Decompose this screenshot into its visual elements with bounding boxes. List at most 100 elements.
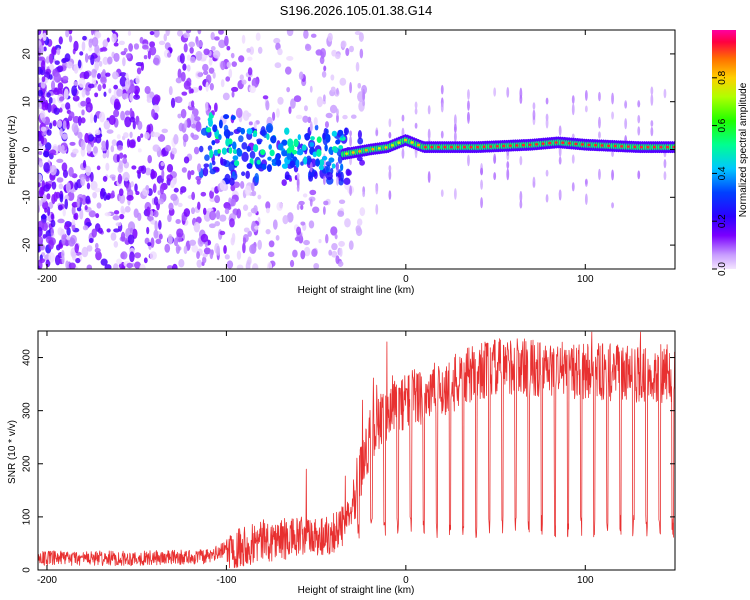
spectrogram-streak bbox=[427, 128, 431, 140]
spectrogram-cell bbox=[167, 52, 172, 58]
spectrogram-cell bbox=[74, 243, 79, 254]
spectrogram-cell bbox=[53, 107, 60, 115]
spectrogram-streak bbox=[296, 172, 300, 180]
spectrogram-cell bbox=[137, 120, 143, 131]
spectrogram-cell bbox=[38, 265, 41, 269]
spectrogram-cell bbox=[196, 251, 200, 259]
spectrogram-cell bbox=[304, 105, 308, 112]
spectrogram-cell bbox=[69, 141, 76, 146]
spectrogram-cell bbox=[86, 264, 93, 269]
spectrogram-streak bbox=[453, 123, 457, 131]
spectrogram-cell bbox=[110, 232, 117, 241]
spectrogram-streak bbox=[611, 92, 614, 105]
spectrogram-cell bbox=[105, 162, 110, 171]
spectrogram-cell bbox=[223, 129, 229, 137]
spectrogram-cell bbox=[126, 194, 134, 201]
spectrogram-cell bbox=[344, 218, 351, 228]
y-tick-label: -10 bbox=[22, 190, 33, 205]
spectrogram-cell bbox=[92, 191, 97, 199]
spectrogram-cell bbox=[209, 162, 213, 171]
spectrogram-cell bbox=[331, 242, 338, 251]
spectrogram-cell bbox=[38, 226, 43, 237]
spectrogram-cell bbox=[38, 77, 41, 84]
y-tick-label: 400 bbox=[22, 349, 33, 366]
spectrogram-cell bbox=[122, 171, 130, 182]
y-tick-label: 10 bbox=[22, 96, 33, 108]
spectrogram-streak bbox=[467, 89, 470, 100]
spectrogram-cell bbox=[108, 115, 116, 126]
spectrogram-cell bbox=[166, 164, 174, 173]
spectrogram-cell bbox=[112, 215, 120, 221]
carrier-peak bbox=[469, 145, 473, 149]
spectrogram-cell bbox=[323, 65, 327, 72]
spectrogram-cell bbox=[143, 257, 148, 264]
spectrogram-cell bbox=[179, 53, 185, 64]
spectrogram-cell bbox=[225, 138, 230, 147]
spectrogram-streak bbox=[336, 108, 339, 116]
spectrogram-cell bbox=[153, 30, 160, 38]
spectrogram-cell bbox=[41, 117, 46, 123]
spectrogram-cell bbox=[72, 148, 79, 154]
spectrogram-cell bbox=[319, 56, 325, 65]
carrier-peak bbox=[449, 145, 454, 149]
spectrogram-cell bbox=[183, 245, 188, 255]
carrier-peak bbox=[534, 142, 539, 146]
spectrogram-cell bbox=[209, 190, 214, 199]
spectrogram-cell bbox=[52, 119, 57, 127]
spectrogram-streak bbox=[650, 126, 654, 137]
spectrogram-cell bbox=[86, 245, 93, 252]
spectrogram-cell bbox=[241, 151, 249, 163]
spectrogram-cell bbox=[191, 244, 199, 253]
spectrogram-cell bbox=[90, 180, 98, 191]
spectrogram-cell bbox=[57, 120, 63, 128]
spectrogram-cell bbox=[157, 198, 164, 205]
spectrogram-cell bbox=[343, 177, 351, 185]
spectrogram-streak bbox=[296, 184, 300, 192]
spectrogram-cell bbox=[99, 189, 105, 200]
spectrogram-streak bbox=[349, 130, 352, 137]
spectrogram-cell bbox=[257, 46, 263, 54]
spectrogram-cell bbox=[65, 30, 70, 38]
spectrogram-cell bbox=[110, 145, 115, 153]
spectrogram-cell bbox=[330, 74, 335, 81]
spectrogram-cell bbox=[120, 231, 126, 242]
spectrogram-cell bbox=[187, 170, 192, 180]
spectrogram-cell bbox=[119, 213, 125, 220]
spectrogram-cell bbox=[343, 127, 349, 136]
spectrogram-cell bbox=[122, 57, 126, 67]
carrier-peak bbox=[652, 145, 657, 149]
spectrogram-cell bbox=[71, 85, 78, 97]
spectrogram-cell bbox=[149, 41, 156, 48]
spectrogram-cell bbox=[173, 237, 179, 247]
carrier-peak bbox=[430, 145, 434, 149]
spectrogram-cell bbox=[190, 100, 195, 108]
spectrogram-cell bbox=[153, 196, 159, 206]
spectrogram-cell bbox=[211, 139, 216, 146]
spectrogram-cell bbox=[288, 177, 293, 182]
spectrogram-cell bbox=[38, 30, 42, 36]
spectrogram-cell bbox=[319, 159, 325, 167]
spectrogram-cell bbox=[303, 156, 308, 165]
spectrogram-cell bbox=[195, 216, 202, 224]
spectrogram-cell bbox=[195, 121, 202, 133]
carrier-peak bbox=[646, 145, 650, 149]
spectrogram-cell bbox=[286, 153, 291, 160]
spectrogram-cell bbox=[226, 61, 232, 68]
spectrogram-cell bbox=[281, 163, 288, 169]
spectrogram-cell bbox=[79, 173, 87, 180]
spectrogram-streak bbox=[506, 161, 510, 169]
spectrogram-cell bbox=[146, 215, 151, 221]
spectrogram-streak bbox=[362, 191, 366, 198]
spectrogram-cell bbox=[286, 56, 294, 61]
spectrogram-cell bbox=[254, 225, 259, 230]
spectrogram-streak bbox=[480, 167, 483, 176]
spectrogram-cell bbox=[335, 53, 341, 60]
spectrogram-cell bbox=[262, 129, 266, 136]
spectrogram-cell bbox=[87, 106, 91, 112]
x-tick-label: 0 bbox=[403, 575, 409, 586]
carrier-peak bbox=[521, 143, 526, 147]
spectrogram-cell bbox=[73, 81, 78, 86]
spectrogram-streak bbox=[414, 122, 418, 129]
spectrogram-cell bbox=[113, 263, 119, 269]
